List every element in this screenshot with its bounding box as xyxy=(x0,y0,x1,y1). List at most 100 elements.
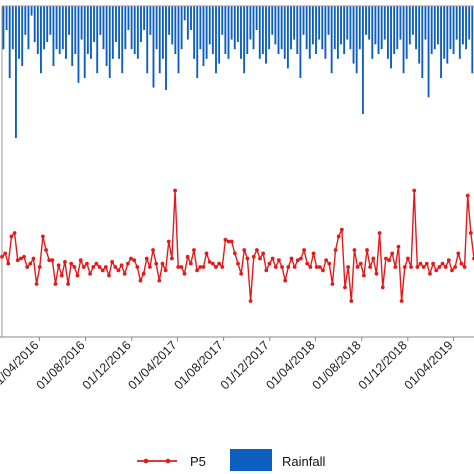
rainfall-bar xyxy=(80,6,83,40)
rainfall-bar xyxy=(193,6,196,59)
rainfall-bar xyxy=(40,6,42,74)
x-tick-label: 01/08/2017 xyxy=(172,338,226,392)
p5-point xyxy=(424,261,429,266)
rainfall-bar xyxy=(358,6,361,50)
rainfall-bar xyxy=(68,6,71,35)
rainfall-bar xyxy=(343,6,346,54)
rainfall-bar xyxy=(36,6,39,54)
rainfall-bar xyxy=(446,6,449,64)
x-tick-label: 01/12/2018 xyxy=(356,338,410,392)
rainfall-bar xyxy=(215,6,217,74)
rainfall-bar xyxy=(143,6,146,30)
legend-rainfall-swatch xyxy=(230,449,272,471)
rainfall-bar xyxy=(105,6,108,66)
rainfall-bar xyxy=(158,6,161,74)
rainfall-bar xyxy=(118,6,121,59)
p5-point xyxy=(195,268,199,273)
rainfall-bar xyxy=(383,6,386,40)
rainfall-bar xyxy=(443,6,446,59)
p5-point xyxy=(428,271,432,276)
p5-point xyxy=(6,261,11,266)
rainfall-bar xyxy=(449,6,452,50)
rainfall-bar xyxy=(96,6,99,74)
rainfall-bar xyxy=(218,6,221,64)
p5-point xyxy=(160,261,165,266)
rainfall-bar xyxy=(183,6,186,21)
p5-point xyxy=(317,265,322,269)
rainfall-bar xyxy=(327,6,330,35)
x-tick-label: 01/12/2016 xyxy=(80,338,134,392)
rainfall-bar xyxy=(46,6,49,42)
rainfall-bar xyxy=(133,6,136,54)
rainfall-bar xyxy=(433,6,436,50)
rainfall-bar xyxy=(74,6,77,54)
p5-point xyxy=(3,251,8,256)
rainfall-bar xyxy=(77,6,80,83)
p5-point xyxy=(270,256,275,261)
rainfall-bar xyxy=(452,6,455,54)
p5-point xyxy=(324,258,329,263)
x-tick-label: 01/08/2018 xyxy=(310,338,364,392)
p5-point xyxy=(453,265,458,269)
rainfall-bar xyxy=(424,6,427,40)
rainfall-bar xyxy=(52,6,55,66)
rainfall-bar xyxy=(127,6,130,30)
p5-point xyxy=(176,265,181,269)
p5-point xyxy=(210,261,215,266)
p5-point xyxy=(406,256,410,261)
rainfall-bar xyxy=(293,6,296,40)
p5-point xyxy=(223,237,228,242)
p5-point xyxy=(418,261,423,266)
p5-point xyxy=(390,251,395,256)
rainfall-bar xyxy=(374,6,377,45)
p5-point xyxy=(327,261,332,266)
p5-point xyxy=(387,258,391,263)
rainfall-bar xyxy=(430,6,433,54)
rainfall-bar xyxy=(471,6,474,74)
p5-point xyxy=(308,265,313,269)
rainfall-bar xyxy=(243,6,246,74)
rainfall-bar xyxy=(458,6,461,59)
p5-point xyxy=(88,271,93,276)
p5-point xyxy=(56,263,61,268)
p5-point xyxy=(132,258,137,263)
p5-point xyxy=(50,258,55,263)
rainfall-bar xyxy=(202,6,205,66)
rainfall-bar xyxy=(277,6,280,54)
x-tick-label: 01/04/2017 xyxy=(125,338,179,392)
rainfall-bar xyxy=(196,6,199,78)
rainfall-bar xyxy=(108,6,111,78)
p5-point xyxy=(25,265,30,269)
p5-point xyxy=(267,261,272,266)
rainfall-bar xyxy=(261,6,264,54)
rainfall-bar xyxy=(49,6,52,35)
rainfall-bar xyxy=(55,6,58,50)
rainfall-bar xyxy=(146,6,149,74)
p5-point xyxy=(412,188,417,193)
rainfall-bar xyxy=(140,6,142,42)
p5-point xyxy=(28,261,33,266)
p5-point xyxy=(289,256,294,261)
rainfall-bar xyxy=(365,6,367,35)
rainfall-bar xyxy=(286,6,289,69)
rainfall-bar xyxy=(93,6,96,42)
rainfall-bar xyxy=(174,6,177,54)
legend-p5-swatch xyxy=(137,458,177,464)
rainfall-bar xyxy=(71,6,74,66)
rainfall-bar xyxy=(102,6,105,50)
rainfall-bar xyxy=(271,6,274,35)
p5-point xyxy=(154,261,159,266)
p5-point xyxy=(18,256,23,261)
p5-point xyxy=(166,239,171,244)
rainfall-bar xyxy=(308,6,311,59)
rainfall-bar xyxy=(152,6,155,88)
p5-point xyxy=(135,265,140,269)
rainfall-bar xyxy=(240,6,242,59)
p5-point xyxy=(103,265,108,269)
rainfall-bar xyxy=(18,6,21,59)
p5-point xyxy=(273,265,278,269)
rainfall-bar xyxy=(43,6,46,50)
p5-point xyxy=(365,248,369,252)
p5-point xyxy=(349,299,354,303)
